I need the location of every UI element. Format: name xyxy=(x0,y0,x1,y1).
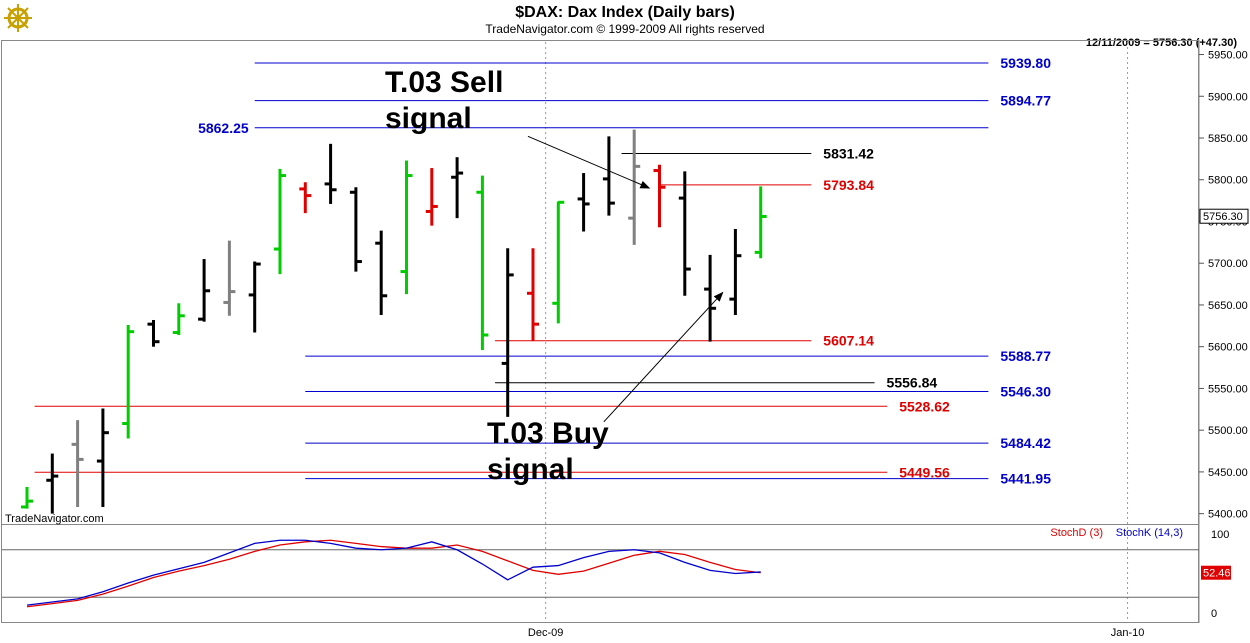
annotation-text: signal xyxy=(385,102,472,135)
ohlc-bar xyxy=(122,324,135,439)
price-panel-frame xyxy=(1,40,1199,525)
level-label: 5556.84 xyxy=(887,375,938,391)
ohlc-bar xyxy=(223,240,236,316)
ohlc-bar xyxy=(21,486,33,509)
ohlc-bar xyxy=(324,143,337,204)
ohlc-bar xyxy=(71,420,84,507)
ohlc-bar xyxy=(678,171,691,296)
last-price-box xyxy=(1199,208,1249,224)
level-label: 5528.62 xyxy=(899,398,950,414)
ohlc-bar xyxy=(628,129,641,245)
ohlc-bar xyxy=(96,408,109,507)
annotation-text: T.03 Buy xyxy=(487,417,609,450)
annotation-arrow xyxy=(527,135,651,189)
stoch-series-line xyxy=(26,539,761,606)
ohlc-bar xyxy=(653,164,666,228)
stoch-series-line xyxy=(26,539,761,608)
x-tick-label: Jan-10 xyxy=(1111,627,1145,639)
y-tick-label: 5500.00 xyxy=(1208,425,1248,437)
ohlc-bar xyxy=(299,182,312,214)
watermark: TradeNavigator.com xyxy=(5,513,104,525)
ohlc-bar xyxy=(602,136,615,216)
ohlc-bar xyxy=(172,303,185,336)
grid-layer xyxy=(545,42,1129,621)
ohlc-bar xyxy=(147,319,160,347)
annotation-text: T.03 Sell xyxy=(385,66,503,99)
last-quote: 12/11/2009 = 5756.30 (+47.30) xyxy=(1086,37,1237,49)
ohlc-bar xyxy=(476,175,489,351)
level-label: 5862.25 xyxy=(198,120,249,136)
levels-layer: 5939.80 5894.77 5862.25 5831.42 5793.84 5607.… xyxy=(34,55,1051,487)
ohlc-bar xyxy=(46,453,59,514)
ohlc-bar xyxy=(501,248,514,417)
stoch-panel-frame xyxy=(1,524,1199,623)
ohlc-bar xyxy=(527,248,539,341)
level-label: 5939.80 xyxy=(1000,55,1051,71)
y-tick-label: 5900.00 xyxy=(1208,91,1248,103)
chart-title: $DAX: Dax Index (Daily bars) xyxy=(515,4,735,21)
y-tick-label: 5700.00 xyxy=(1208,258,1248,270)
level-label: 5588.77 xyxy=(1000,348,1051,364)
ohlc-bar xyxy=(274,168,286,275)
ohlc-bar xyxy=(577,173,590,232)
level-label: 5793.84 xyxy=(823,177,874,193)
ohlc-bar xyxy=(400,160,413,295)
price-y-axis: 5950.005900.005850.005800.005750.005700.… xyxy=(1199,50,1249,521)
ohlc-bar xyxy=(704,254,717,342)
ohlc-bar xyxy=(754,186,767,259)
bars-layer xyxy=(21,129,767,514)
ohlc-bar xyxy=(425,168,438,226)
level-label: 5441.95 xyxy=(1000,471,1051,487)
y-tick-label: 5400.00 xyxy=(1208,509,1248,521)
ohlc-bar xyxy=(248,261,261,333)
copyright-text: TradeNavigator.com © 1999-2009 All right… xyxy=(485,22,764,36)
level-label: 5546.30 xyxy=(1000,384,1051,400)
level-label: 5607.14 xyxy=(823,333,874,349)
y-tick-label: 5600.00 xyxy=(1208,342,1248,354)
y-tick-label: 5450.00 xyxy=(1208,467,1248,479)
ohlc-bar xyxy=(349,187,362,272)
level-label: 5894.77 xyxy=(1000,93,1051,109)
x-tick-label: Dec-09 xyxy=(528,627,563,639)
y-tick-label: 5550.00 xyxy=(1208,383,1248,395)
stoch-last-value-box xyxy=(1201,565,1231,580)
ohlc-bar xyxy=(198,259,211,322)
y-tick-label: 5800.00 xyxy=(1208,175,1248,187)
ohlc-bar xyxy=(451,157,464,219)
level-label: 5484.42 xyxy=(1000,435,1051,451)
level-label: 5831.42 xyxy=(823,146,874,162)
last-price-label: 5756.30 xyxy=(1203,211,1243,223)
logo xyxy=(4,4,32,32)
ohlc-bar xyxy=(552,200,565,324)
stoch-legend-k: StochK (14,3) xyxy=(1116,527,1183,539)
stoch-layer: 100500StochD (3)StochK (14,3)52.46 xyxy=(2,527,1231,620)
annotation-arrow xyxy=(603,291,724,423)
y-tick-label: 5650.00 xyxy=(1208,300,1248,312)
stoch-y-tick-label: 0 xyxy=(1211,608,1217,620)
annotation-text: signal xyxy=(487,453,574,486)
stoch-y-tick-label: 100 xyxy=(1211,529,1229,541)
ohlc-bar xyxy=(375,230,388,315)
y-tick-label: 5850.00 xyxy=(1208,133,1248,145)
x-axis: Dec-09 Jan-10 xyxy=(528,627,1144,639)
gold-ship-wheel-icon xyxy=(4,4,32,32)
stoch-last-value-label: 52.46 xyxy=(1203,568,1231,580)
level-label: 5449.56 xyxy=(899,464,950,480)
y-tick-label: 5950.00 xyxy=(1208,50,1248,62)
ohlc-bar xyxy=(729,228,742,315)
stoch-legend-d: StochD (3) xyxy=(1050,527,1103,539)
